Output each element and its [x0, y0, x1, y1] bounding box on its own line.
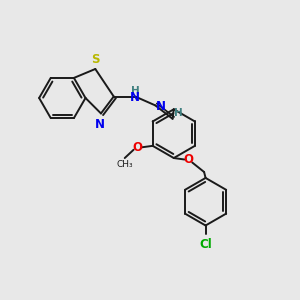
Text: N: N	[130, 91, 140, 103]
Text: H: H	[131, 85, 140, 96]
Text: Cl: Cl	[199, 238, 212, 251]
Text: O: O	[132, 141, 142, 154]
Text: N: N	[95, 118, 105, 131]
Text: S: S	[92, 53, 100, 66]
Text: N: N	[156, 100, 166, 112]
Text: H: H	[174, 108, 182, 118]
Text: O: O	[184, 153, 194, 166]
Text: CH₃: CH₃	[116, 160, 133, 169]
